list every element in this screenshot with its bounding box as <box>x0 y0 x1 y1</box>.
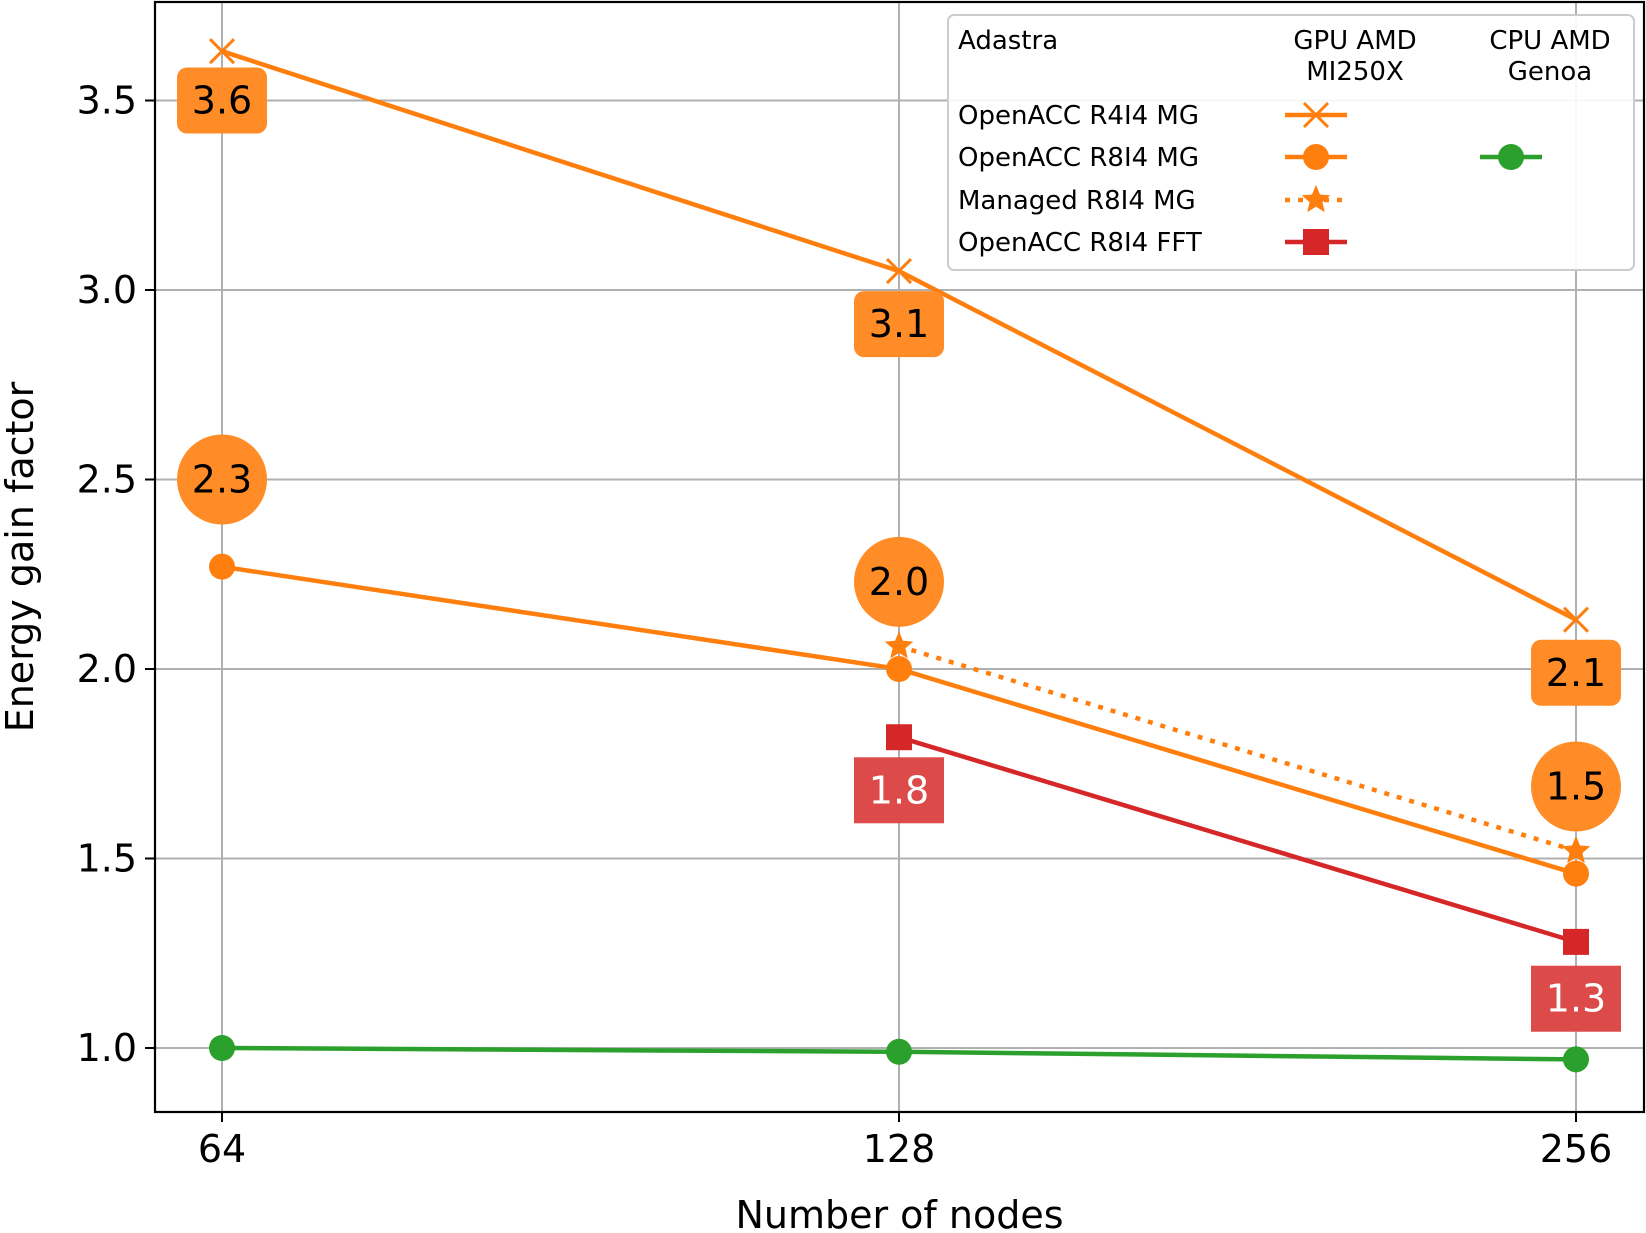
series-line <box>898 644 1577 854</box>
legend-swatch-marker <box>1498 144 1524 170</box>
y-tick-label: 3.5 <box>77 79 137 123</box>
data-label-bubble <box>854 536 944 627</box>
y-tick-label: 1.0 <box>77 1026 137 1070</box>
data-label-text: 1.3 <box>1546 977 1606 1021</box>
legend-column-header: MI250X <box>1306 57 1404 87</box>
y-tick-label: 1.5 <box>77 837 137 881</box>
series-layer <box>208 38 1591 1073</box>
legend-column-header: CPU AMD <box>1489 26 1610 56</box>
y-tick-label: 2.5 <box>77 458 137 502</box>
data-point <box>886 656 912 682</box>
data-point <box>1561 835 1591 864</box>
data-point <box>1563 860 1589 887</box>
legend-swatch-marker <box>1302 101 1330 129</box>
data-label-bubble <box>177 434 267 525</box>
data-point <box>1563 928 1589 955</box>
data-label-text: 1.8 <box>869 768 929 812</box>
data-label: 3.1 <box>854 291 944 358</box>
data-label: 2.1 <box>1531 639 1621 706</box>
annotation-layer: 3.6 3.1 2.1 2.3 2.0 1.5 1.8 1.3 <box>177 67 1621 1032</box>
data-point <box>884 631 914 659</box>
data-label-box <box>1531 965 1621 1032</box>
data-label-box <box>1531 639 1621 706</box>
data-label: 1.5 <box>1531 741 1621 832</box>
data-point <box>886 724 912 751</box>
data-label: 2.0 <box>854 536 944 627</box>
legend-column-header: Genoa <box>1508 57 1592 87</box>
data-label-text: 1.5 <box>1546 764 1606 808</box>
data-label: 3.6 <box>177 67 267 134</box>
series-square-d62728 <box>886 724 1589 955</box>
series-x-ff7f0e <box>208 38 1590 633</box>
data-label-bubble <box>1531 741 1621 832</box>
legend-title: Adastra <box>958 26 1058 56</box>
data-label-text: 2.3 <box>192 458 252 502</box>
data-label-text: 2.0 <box>869 560 929 604</box>
legend-swatch-marker <box>1301 185 1331 213</box>
data-point <box>1563 1046 1589 1073</box>
data-point <box>885 257 913 285</box>
x-axis-title: Number of nodes <box>735 1193 1063 1233</box>
data-point <box>209 553 235 580</box>
data-point <box>209 1035 235 1061</box>
x-tick-label: 128 <box>863 1127 936 1171</box>
legend-row-label: OpenACC R4I4 MG <box>958 101 1199 131</box>
legend-column-header: GPU AMD <box>1293 26 1416 56</box>
data-label-box <box>177 67 267 134</box>
y-axis-title: Energy gain factor <box>0 381 42 732</box>
y-tick-label: 3.0 <box>77 268 137 312</box>
legend-row-label: OpenACC R8I4 MG <box>958 143 1199 173</box>
data-label-text: 3.1 <box>869 302 929 346</box>
series-circle-ff7f0e <box>209 553 1589 887</box>
data-label: 1.8 <box>854 757 944 824</box>
legend-box <box>947 14 1635 271</box>
series-star-ff7f0e <box>884 631 1591 864</box>
series-line <box>898 735 1577 945</box>
data-point <box>1562 606 1590 633</box>
legend-swatch-marker <box>1303 229 1329 255</box>
data-label-box <box>854 757 944 824</box>
data-label-text: 2.1 <box>1546 651 1606 695</box>
data-label-text: 3.6 <box>192 79 252 123</box>
data-label-box <box>854 291 944 358</box>
series-circle-2ca02c <box>209 1035 1589 1073</box>
y-tick-label: 2.0 <box>77 647 137 691</box>
tick-layer: 64 128 256 1.0 1.5 2.0 2.5 3.0 3.5 <box>77 79 1613 1172</box>
legend-row-label: OpenACC R8I4 FFT <box>958 228 1202 258</box>
data-label: 2.3 <box>177 434 267 525</box>
data-label: 1.3 <box>1531 965 1621 1032</box>
x-tick-label: 64 <box>198 1127 246 1171</box>
legend-swatch-marker <box>1303 144 1329 170</box>
data-point <box>886 1038 912 1065</box>
legend-row-label: Managed R8I4 MG <box>958 186 1196 216</box>
data-point <box>208 38 236 65</box>
x-tick-label: 256 <box>1540 1127 1613 1171</box>
